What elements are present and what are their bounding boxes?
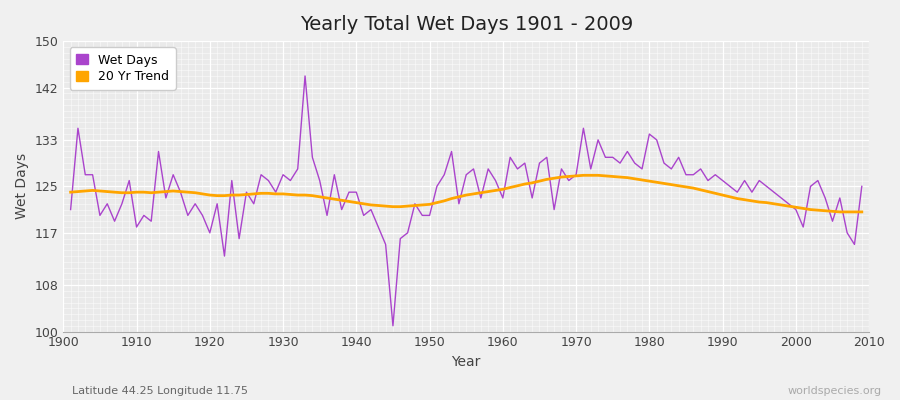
Legend: Wet Days, 20 Yr Trend: Wet Days, 20 Yr Trend xyxy=(69,47,176,90)
X-axis label: Year: Year xyxy=(452,355,481,369)
Text: Latitude 44.25 Longitude 11.75: Latitude 44.25 Longitude 11.75 xyxy=(72,386,248,396)
Text: worldspecies.org: worldspecies.org xyxy=(788,386,882,396)
Title: Yearly Total Wet Days 1901 - 2009: Yearly Total Wet Days 1901 - 2009 xyxy=(300,15,633,34)
Y-axis label: Wet Days: Wet Days xyxy=(15,153,29,220)
